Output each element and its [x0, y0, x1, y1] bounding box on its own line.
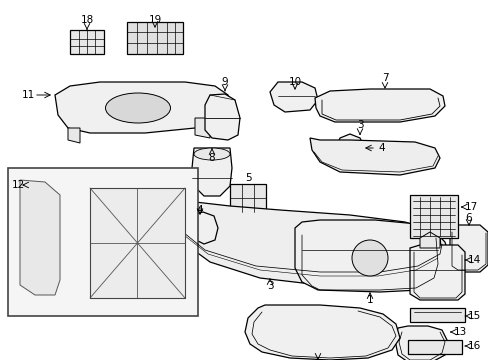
Text: 7: 7 [381, 73, 387, 83]
Polygon shape [20, 180, 60, 295]
Polygon shape [314, 89, 444, 122]
Text: 5: 5 [244, 173, 251, 183]
Polygon shape [127, 22, 183, 54]
Text: 3: 3 [356, 120, 363, 130]
Text: 3: 3 [266, 281, 273, 291]
Text: 17: 17 [464, 202, 477, 212]
Polygon shape [192, 148, 231, 196]
Text: 19: 19 [148, 15, 162, 25]
Polygon shape [164, 198, 447, 285]
Text: 8: 8 [208, 153, 215, 163]
Text: 11: 11 [21, 90, 35, 100]
Polygon shape [204, 94, 240, 140]
Text: 2: 2 [314, 359, 321, 360]
Ellipse shape [105, 93, 170, 123]
Text: 12: 12 [11, 180, 24, 190]
Bar [8, 168, 198, 316]
Polygon shape [335, 134, 364, 162]
Polygon shape [90, 188, 184, 298]
Polygon shape [419, 232, 439, 248]
Text: 18: 18 [80, 15, 93, 25]
Text: 14: 14 [467, 255, 480, 265]
Circle shape [351, 240, 387, 276]
Polygon shape [294, 220, 441, 292]
Polygon shape [449, 225, 487, 272]
Polygon shape [70, 30, 104, 54]
Text: 9: 9 [221, 77, 228, 87]
Polygon shape [309, 138, 439, 175]
Polygon shape [55, 82, 229, 133]
Text: 15: 15 [467, 311, 480, 321]
Text: 6: 6 [465, 213, 471, 223]
Polygon shape [407, 340, 461, 354]
Ellipse shape [194, 148, 229, 160]
Polygon shape [409, 245, 464, 300]
Polygon shape [229, 184, 265, 212]
Polygon shape [269, 82, 317, 112]
Text: 10: 10 [288, 77, 301, 87]
Text: 16: 16 [467, 341, 480, 351]
Polygon shape [409, 308, 464, 322]
Text: 1: 1 [366, 295, 372, 305]
Text: 4: 4 [196, 205, 203, 215]
Polygon shape [409, 195, 457, 238]
Polygon shape [394, 326, 447, 360]
Text: 4: 4 [378, 143, 385, 153]
Polygon shape [195, 118, 209, 138]
Text: 13: 13 [452, 327, 466, 337]
Polygon shape [244, 305, 399, 360]
Polygon shape [68, 128, 80, 143]
Polygon shape [187, 212, 218, 244]
